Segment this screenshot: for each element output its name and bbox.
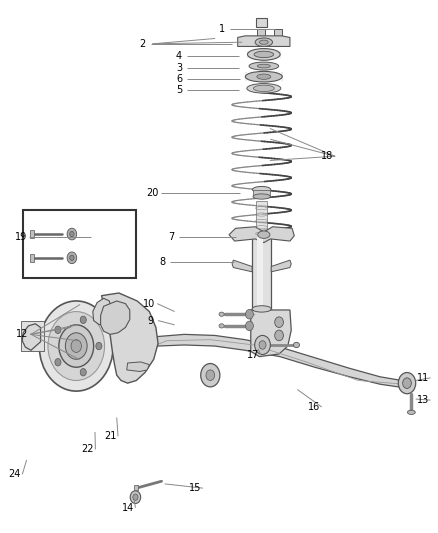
Circle shape [403,378,411,389]
Bar [30,254,35,262]
Circle shape [96,342,102,350]
Text: 6: 6 [176,74,182,84]
Text: 4: 4 [176,51,182,61]
Circle shape [67,228,77,240]
Ellipse shape [247,84,281,93]
Text: 22: 22 [81,445,94,455]
Ellipse shape [245,71,283,82]
Circle shape [398,373,416,394]
Circle shape [133,494,138,500]
Ellipse shape [259,40,268,44]
Circle shape [275,317,283,327]
Text: 10: 10 [143,298,155,309]
Text: 14: 14 [121,503,134,513]
Circle shape [206,370,215,381]
Polygon shape [93,298,111,325]
Text: 15: 15 [189,483,201,493]
Circle shape [259,341,266,349]
Polygon shape [271,260,291,272]
Circle shape [275,330,283,341]
Circle shape [246,310,253,319]
Bar [274,29,282,36]
Bar [30,230,35,238]
Circle shape [70,231,74,237]
Bar [134,485,138,490]
Polygon shape [127,362,149,372]
Text: 7: 7 [168,232,174,242]
Polygon shape [101,301,130,334]
Ellipse shape [253,194,270,199]
Ellipse shape [249,62,279,70]
Circle shape [80,316,86,324]
Polygon shape [229,227,294,243]
Text: 9: 9 [147,316,153,326]
Text: 20: 20 [147,188,159,198]
Circle shape [246,321,253,330]
Polygon shape [102,293,158,383]
Polygon shape [238,36,290,46]
Ellipse shape [407,410,415,415]
Ellipse shape [257,74,271,79]
Circle shape [55,326,61,334]
Circle shape [201,364,220,387]
Circle shape [254,335,270,354]
Ellipse shape [219,324,224,328]
Text: 8: 8 [159,257,166,267]
Ellipse shape [253,85,274,92]
Polygon shape [22,324,41,350]
Text: 18: 18 [321,151,333,161]
Circle shape [48,312,105,381]
Bar [256,201,267,237]
Ellipse shape [257,64,270,68]
Circle shape [59,325,94,367]
Text: 19: 19 [15,232,27,243]
Polygon shape [251,310,291,357]
Ellipse shape [247,49,280,60]
Bar [256,18,267,27]
Bar [23,211,136,278]
Circle shape [39,301,113,391]
Text: 2: 2 [140,39,146,49]
Ellipse shape [258,231,270,238]
Circle shape [71,340,81,352]
Text: 16: 16 [308,402,320,412]
Text: 17: 17 [247,350,259,360]
Text: 13: 13 [417,395,429,405]
Ellipse shape [254,51,274,58]
Text: 24: 24 [8,470,21,479]
Bar [257,237,262,309]
Bar [21,320,45,351]
Circle shape [70,255,74,261]
Text: 5: 5 [176,85,182,95]
Circle shape [130,491,141,504]
Circle shape [80,368,86,376]
Circle shape [65,333,87,359]
Ellipse shape [293,342,300,348]
Polygon shape [232,260,252,272]
Text: 12: 12 [16,329,28,340]
Ellipse shape [253,187,271,193]
Text: 3: 3 [176,63,182,72]
Bar [253,190,270,197]
Bar [257,29,265,36]
Bar [252,237,271,309]
Circle shape [67,252,77,264]
Ellipse shape [252,306,271,312]
Text: 11: 11 [417,373,429,383]
Text: 1: 1 [219,24,226,34]
Circle shape [55,359,61,366]
Text: 21: 21 [104,431,117,441]
Ellipse shape [219,312,224,317]
Polygon shape [138,334,413,387]
Ellipse shape [255,38,272,46]
